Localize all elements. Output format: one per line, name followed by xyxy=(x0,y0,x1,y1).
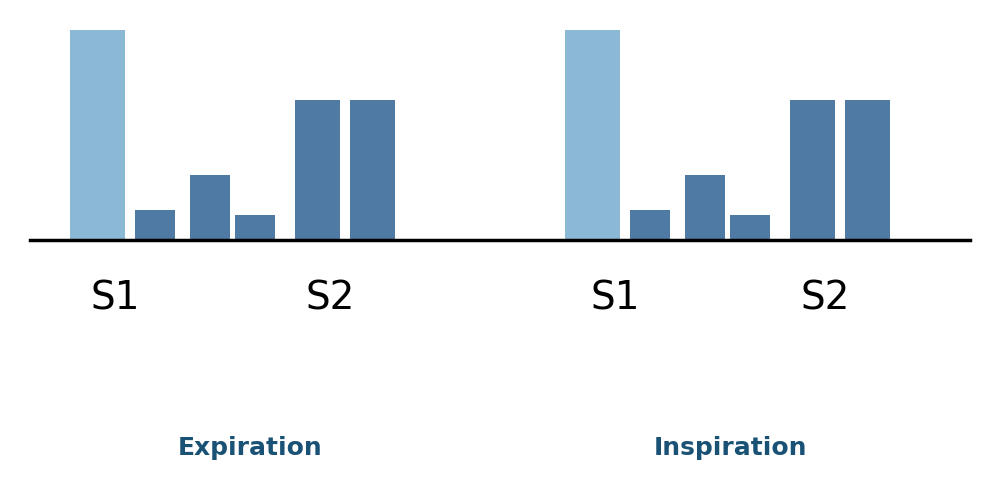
Bar xyxy=(685,175,725,240)
Text: S1: S1 xyxy=(90,280,140,318)
Bar xyxy=(730,215,770,240)
Bar xyxy=(790,100,835,240)
Text: S1: S1 xyxy=(590,280,640,318)
Bar xyxy=(190,175,230,240)
Bar xyxy=(565,30,620,240)
Bar xyxy=(235,215,275,240)
Text: S2: S2 xyxy=(800,280,850,318)
Bar xyxy=(630,210,670,240)
Bar xyxy=(295,100,340,240)
Bar xyxy=(350,100,395,240)
Bar xyxy=(135,210,175,240)
Bar xyxy=(70,30,125,240)
Bar xyxy=(845,100,890,240)
Text: Inspiration: Inspiration xyxy=(653,436,807,460)
Text: Expiration: Expiration xyxy=(178,436,322,460)
Text: S2: S2 xyxy=(305,280,355,318)
